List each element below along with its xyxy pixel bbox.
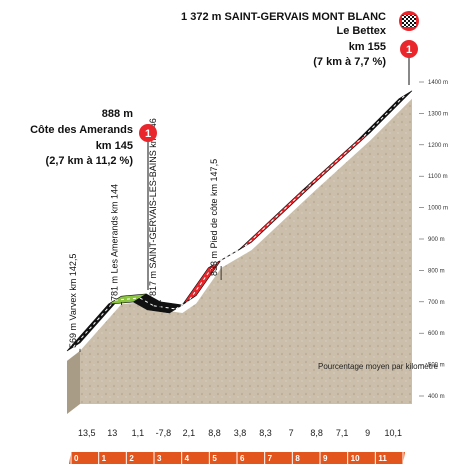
profile-area <box>66 90 413 414</box>
y-tick-label: 400 m <box>428 394 445 400</box>
gradient-value: 1,1 <box>132 428 145 438</box>
profile-centerline <box>308 135 365 187</box>
climb-line4: (2,7 km à 11,2 %) <box>46 155 134 167</box>
climb-line1: 888 m <box>102 108 133 120</box>
y-tick-label: 600 m <box>428 331 445 337</box>
finish-line3: km 155 <box>349 41 386 53</box>
km-tick-label: 12 <box>406 454 415 463</box>
profile-centerline <box>73 299 116 348</box>
climb-marker: 1 <box>145 128 151 140</box>
profile-centerline <box>244 186 310 247</box>
gradient-value: 13,5 <box>78 428 96 438</box>
gradient-value: 7 <box>289 428 294 438</box>
climb-header: 888 m Côte des Amerands km 145 (2,7 km à… <box>30 108 157 290</box>
profile-centerline <box>153 305 176 310</box>
y-tick-label: 1100 m <box>428 174 448 180</box>
y-tick-label: 1200 m <box>428 143 448 149</box>
km-tick-label: 9 <box>323 454 328 463</box>
gradient-value: 9 <box>365 428 370 438</box>
finish-header: 1 372 m SAINT-GERVAIS MONT BLANC Le Bett… <box>181 11 419 85</box>
annotation-label: 833 m Pied de côte km 147,5 <box>209 159 219 276</box>
y-tick-label: 1300 m <box>428 111 448 117</box>
checkered-flag-icon <box>399 11 419 31</box>
gradient-label: Pourcentage moyen par kilomètre <box>318 362 439 371</box>
x-axis: 0 1 2 3 4 5 6 7 8 9 10 11 12 <box>69 444 415 464</box>
finish-line2: Le Bettex <box>336 25 386 37</box>
profile-centerline <box>363 94 406 137</box>
y-tick-label: 1000 m <box>428 206 448 212</box>
km-tick-label: 6 <box>240 454 245 463</box>
y-tick-label: 900 m <box>428 237 445 243</box>
finish-line1: 1 372 m SAINT-GERVAIS MONT BLANC <box>181 11 386 23</box>
km-tick-label: 2 <box>129 454 134 463</box>
km-tick-label: 7 <box>268 454 273 463</box>
gradient-value: 8,3 <box>259 428 272 438</box>
gradient-value: 3,8 <box>234 428 247 438</box>
km-tick-label: 10 <box>351 454 360 463</box>
gradient-value: 10,1 <box>384 428 402 438</box>
finish-marker: 1 <box>406 44 412 56</box>
category-badge-icon: 1 <box>400 40 418 58</box>
terrain-body <box>80 98 412 405</box>
annotation-label: 569 m Varvex km 142,5 <box>68 254 78 348</box>
climb-line2: Côte des Amerands <box>30 124 133 136</box>
y-tick-label: 500 m <box>428 363 445 369</box>
finish-line4: (7 km à 7,7 %) <box>313 56 386 68</box>
km-tick-label: 0 <box>74 454 79 463</box>
km-tick-label: 3 <box>157 454 162 463</box>
profile-centerline <box>114 297 140 301</box>
annotation-label: 781 m Les Amerands km 144 <box>110 184 120 301</box>
y-axis: 1400 m 1300 m 1200 m 1100 m 1000 m 900 m 800 m… <box>419 80 448 400</box>
y-tick-label: 800 m <box>428 268 445 274</box>
km-tick-label: 4 <box>185 454 190 463</box>
waypoint-annotations: 569 m Varvex km 142,5 781 m Les Amerands … <box>68 118 222 352</box>
gradient-value: 8,8 <box>208 428 221 438</box>
gradient-value: -7,8 <box>156 428 172 438</box>
gradient-value: 2,1 <box>183 428 196 438</box>
profile-centerline <box>139 297 154 307</box>
y-tick-label: 1400 m <box>428 80 448 86</box>
y-tick-label: 700 m <box>428 300 445 306</box>
gradient-value: 8,8 <box>310 428 323 438</box>
km-tick-label: 5 <box>212 454 217 463</box>
km-tick-label: 1 <box>102 454 107 463</box>
profile-centerline <box>189 263 216 300</box>
annotation-label: 817 m SAINT-GERVAIS-LES-BAINS km 146 <box>148 118 158 296</box>
gradient-value: 13 <box>107 428 117 438</box>
gradient-row: 13,5 13 1,1 -7,8 2,1 8,8 3,8 8,3 7 8,8 7,1 9 10,1 <box>78 428 402 438</box>
km-tick-label: 8 <box>295 454 300 463</box>
km-tick-label: 11 <box>378 454 387 463</box>
terrain-side-wall <box>67 350 80 414</box>
category-badge-icon: 1 <box>139 124 157 142</box>
climb-line3: km 145 <box>96 140 133 152</box>
gradient-value: 7,1 <box>336 428 349 438</box>
profile-segment <box>357 90 413 141</box>
